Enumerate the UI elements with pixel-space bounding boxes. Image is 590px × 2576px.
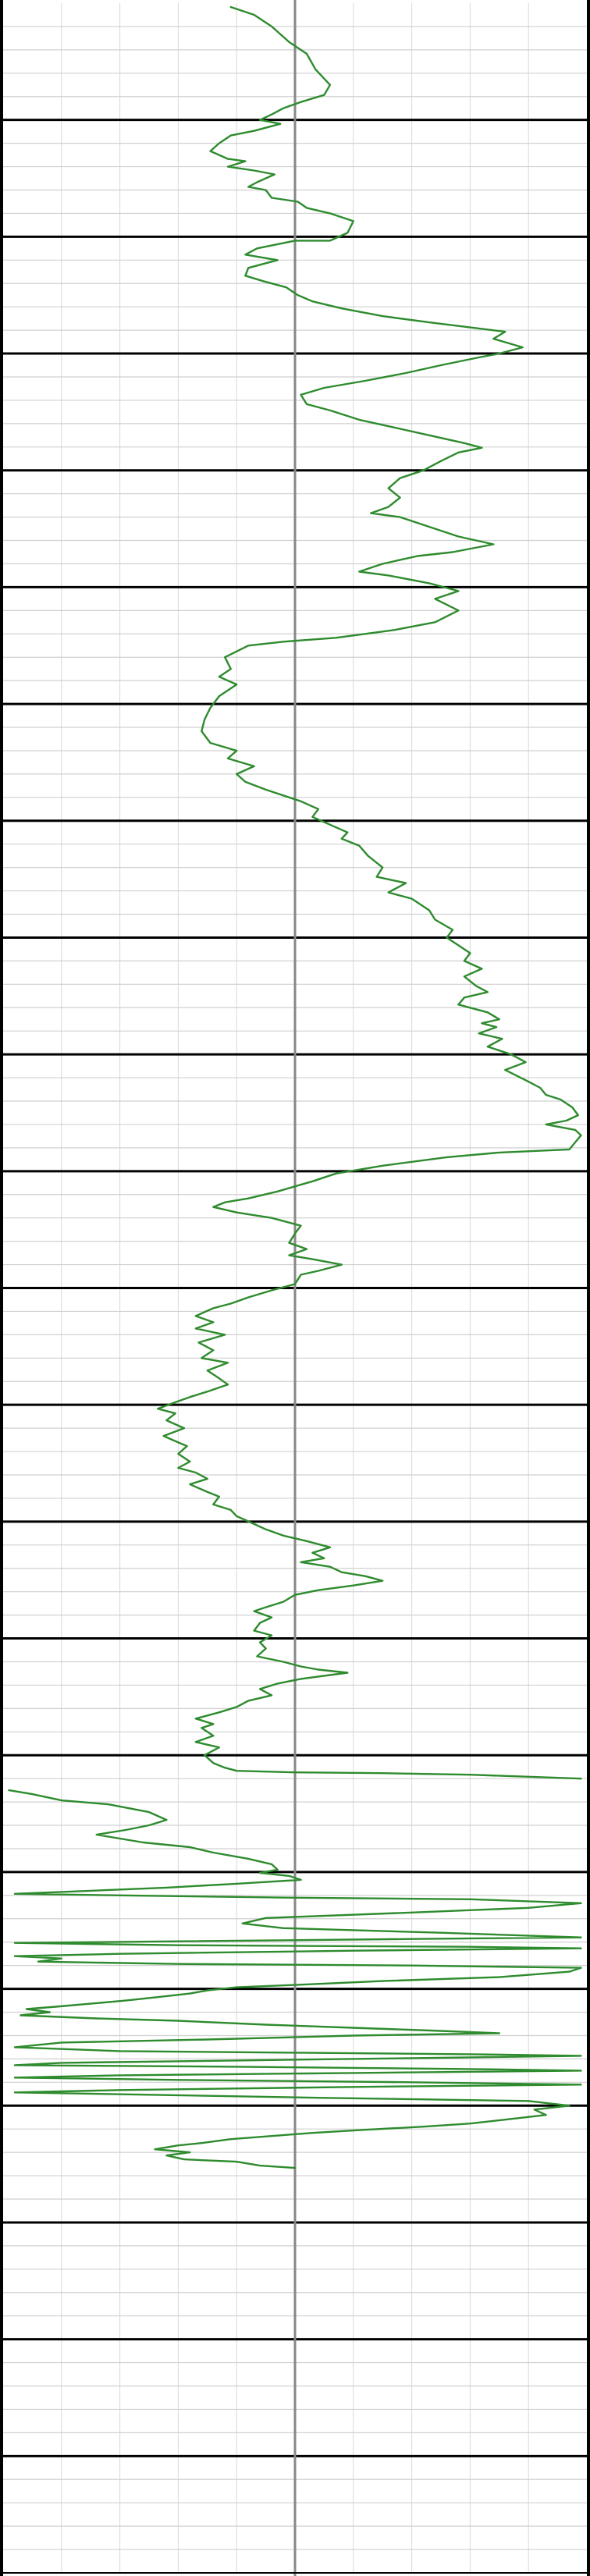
log-curve-segment-1 [157,5,582,1780]
grid-layer [3,0,587,2576]
log-curve-segment-2 [8,1789,582,2169]
curve-layer [8,5,582,2169]
